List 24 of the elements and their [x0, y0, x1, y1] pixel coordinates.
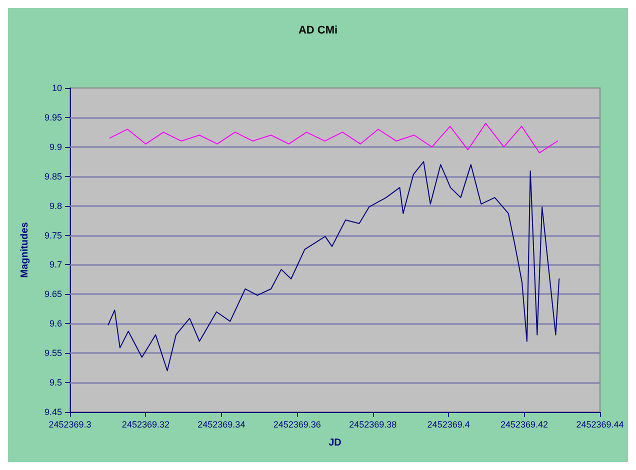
- y-tick-label: 9.95: [44, 112, 62, 122]
- y-axis-title: Magnitudes: [20, 222, 30, 278]
- x-tick-label: 2452369.42: [500, 420, 548, 430]
- x-tick-label: 2452369.32: [122, 420, 170, 430]
- y-tick-label: 9.5: [49, 378, 62, 388]
- x-tick-label: 2452369.38: [349, 420, 397, 430]
- y-tick-label: 10: [52, 83, 62, 93]
- x-tick-label: 2452369.4: [427, 420, 470, 430]
- y-tick-label: 9.75: [44, 230, 62, 240]
- y-tick-label: 9.7: [49, 260, 62, 270]
- y-tick-label: 9.45: [44, 407, 62, 417]
- y-tick-label: 9.9: [49, 142, 62, 152]
- x-tick-label: 2452369.3: [48, 420, 92, 430]
- y-tick-label: 9.65: [44, 289, 62, 300]
- y-tick-label: 9.55: [44, 348, 62, 358]
- x-tick-label: 2452369.34: [198, 420, 246, 430]
- chart-title: AD CMi: [298, 24, 338, 36]
- x-tick-label: 2452369.44: [576, 420, 624, 430]
- y-tick-label: 9.8: [49, 200, 62, 211]
- x-tick-label: 2452369.36: [273, 420, 321, 430]
- x-axis-title: JD: [328, 438, 342, 448]
- y-tick-label: 9.6: [49, 318, 62, 329]
- y-tick-label: 9.85: [44, 171, 62, 182]
- line-series: [109, 122, 558, 154]
